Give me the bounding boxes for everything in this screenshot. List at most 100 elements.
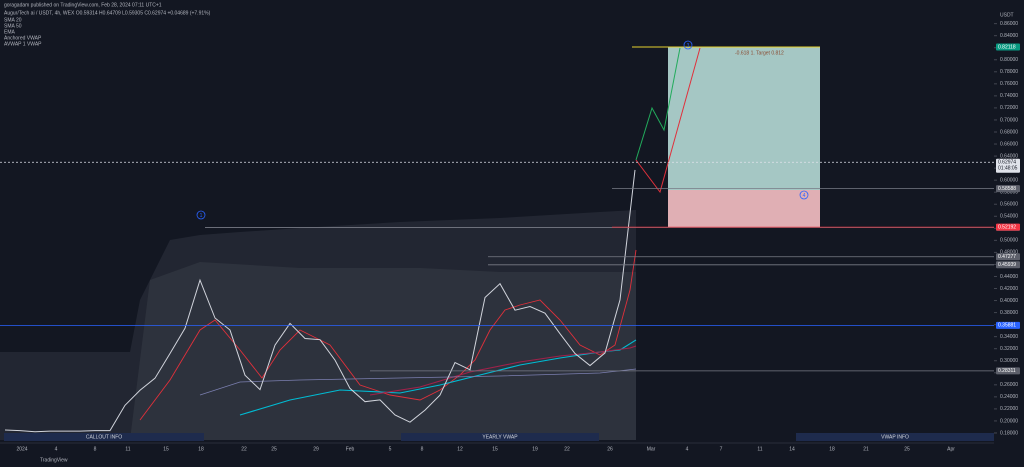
y-tick-label: 0.56000 [1000,202,1018,208]
price-label-box [996,158,1020,173]
info-box [401,433,599,441]
info-box [4,433,204,441]
footer-logo: TradingView [40,457,68,463]
indicator-label: SMA 50 [4,23,22,29]
x-tick-label: 26 [607,446,613,452]
y-tick-label: 0.76000 [1000,81,1018,87]
x-tick-label: 19 [532,446,538,452]
x-tick-label: 15 [492,446,498,452]
price-axis [994,0,1024,467]
projection-red [635,47,701,194]
price-label: 0.52192 [998,224,1016,230]
x-tick-label: Apr [947,446,955,452]
countdown: 01:48:05 [998,166,1018,172]
y-tick-label: 0.32000 [1000,346,1018,352]
price-label: 0.58588 [998,186,1016,192]
price-label: 0.35881 [998,323,1016,329]
marker-circle [196,210,206,220]
x-tick-label: 4 [55,446,58,452]
x-tick-label: Feb [346,446,355,452]
y-tick-label: 0.74000 [1000,93,1018,99]
projection-green [635,47,681,161]
y-tick-label: 0.86000 [1000,21,1018,27]
x-tick-label: Mar [647,446,656,452]
price-label: 0.62974 [998,160,1016,166]
info-box-label: VWAP INFO [881,434,909,440]
marker-label: 4 [803,193,806,199]
x-tick-label: 18 [198,446,204,452]
sma-20 [139,249,637,421]
y-tick-label: 0.80000 [1000,57,1018,63]
x-tick-label: 21 [863,446,869,452]
y-tick-label: 0.18000 [1000,430,1018,436]
y-tick-label: 0.34000 [1000,334,1018,340]
x-tick-label: 8 [94,446,97,452]
info-box-label: CALLOUT INFO [86,434,122,440]
vwap-band-inner [130,262,636,440]
x-tick-label: 7 [720,446,723,452]
y-tick-label: 0.26000 [1000,382,1018,388]
indicator-label: SMA 20 [4,17,22,23]
x-tick-label: 22 [241,446,247,452]
y-tick-label: 0.42000 [1000,286,1018,292]
profit-zone [668,47,820,190]
marker-label: 3 [687,43,690,49]
x-tick-label: 4 [686,446,689,452]
y-tick-label: 0.24000 [1000,394,1018,400]
marker-circle [799,190,809,200]
price-label-box [996,261,1020,269]
price-label: 0.47277 [998,254,1016,260]
y-tick-label: 0.20000 [1000,418,1018,424]
price-label: 0.45939 [998,262,1016,268]
y-tick-label: 0.38000 [1000,310,1018,316]
price-label-box [996,321,1020,329]
indicator-label: AVWAP 1 VWAP [4,41,42,47]
y-tick-label: 0.54000 [1000,214,1018,220]
price-label-box [996,223,1020,231]
legend: Augur/Tech ai / USDT, 4h, WEX O0.59314 H… [4,10,211,16]
y-tick-label: 0.84000 [1000,33,1018,39]
indicator-label: Anchored VWAP [4,35,42,41]
y-tick-label: 0.64000 [1000,153,1018,159]
y-tick-label: 0.66000 [1000,141,1018,147]
x-tick-label: 5 [389,446,392,452]
x-tick-label: 22 [564,446,570,452]
marker-label: 1 [200,213,203,219]
y-tick-label: 0.50000 [1000,238,1018,244]
ema [369,345,637,396]
marker-circle [683,40,693,50]
y-tick-label: 0.60000 [1000,177,1018,183]
y-tick-label: 0.30000 [1000,358,1018,364]
price-label-box [996,367,1020,375]
currency: USDT [1000,12,1014,18]
info-box [796,433,994,441]
x-tick-label: 12 [457,446,463,452]
price-label-box [996,185,1020,193]
price-label: 0.82118 [998,44,1016,50]
price-line [4,169,636,433]
x-tick-label: 15 [163,446,169,452]
price-label: 0.28311 [998,368,1016,374]
price-label-box [996,253,1020,261]
loss-zone [668,190,820,227]
x-tick-label: 29 [313,446,319,452]
info-box-label: YEARLY VWAP [482,434,518,440]
y-tick-label: 0.48000 [1000,250,1018,256]
x-tick-label: 18 [829,446,835,452]
target-note: -0.618 1. Target 0.812 [735,50,784,56]
y-tick-label: 0.44000 [1000,274,1018,280]
indicator-label: EMA [4,29,16,35]
x-tick-label: 25 [904,446,910,452]
x-tick-label: 14 [789,446,795,452]
y-tick-label: 0.68000 [1000,129,1018,135]
y-tick-label: 0.70000 [1000,117,1018,123]
y-tick-label: 0.78000 [1000,69,1018,75]
x-tick-label: 8 [421,446,424,452]
y-tick-label: 0.40000 [1000,298,1018,304]
x-tick-label: 25 [271,446,277,452]
x-tick-label: 11 [125,446,130,452]
y-tick-label: 0.22000 [1000,406,1018,412]
price-label-box [996,43,1020,51]
x-tick-label: 2024 [16,446,27,452]
y-tick-label: 0.58000 [1000,190,1018,196]
